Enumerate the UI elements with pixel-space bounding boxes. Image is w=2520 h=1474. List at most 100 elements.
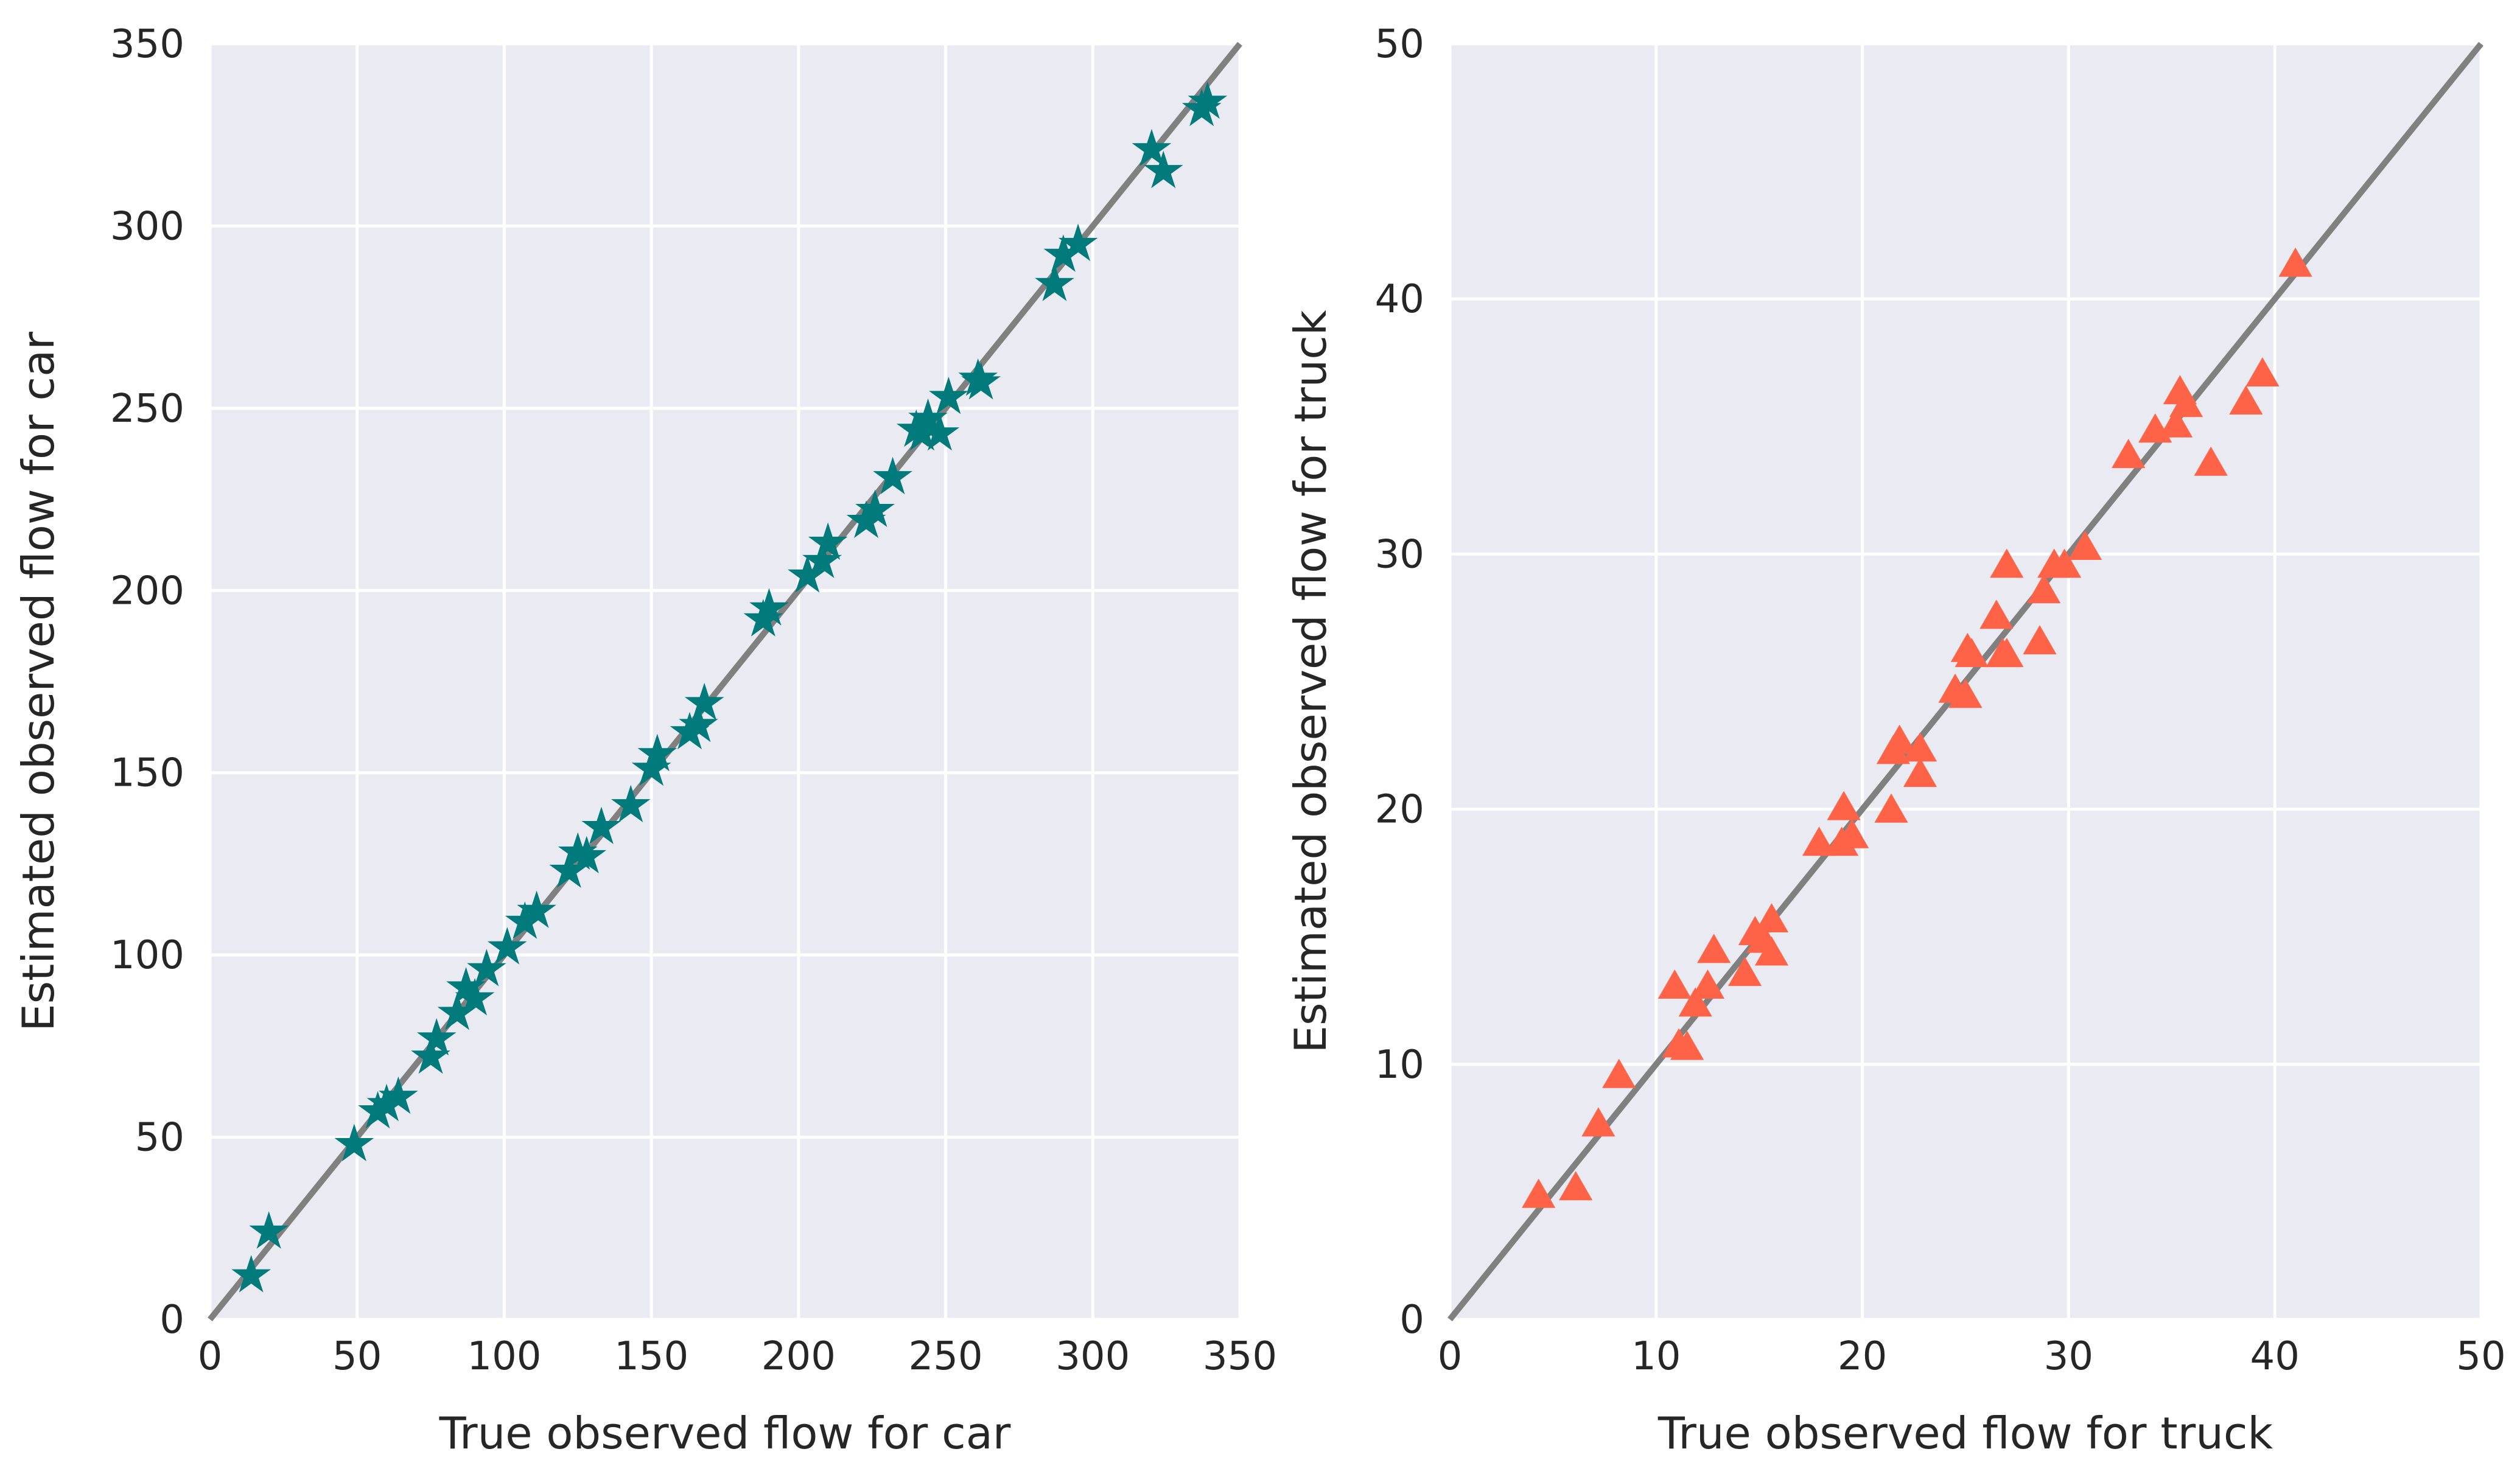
car-data-point	[437, 993, 477, 1030]
car-tick-labels: 0 50 100 150 200 250 300 350 0 50 100 150 200 250 300 3…	[110, 22, 1277, 1379]
car-data-point	[567, 836, 607, 873]
truck-x-tick-label: 30	[2044, 1334, 2093, 1379]
car-data-point	[788, 555, 827, 593]
truck-data-point	[2068, 531, 2102, 560]
truck-grid	[1448, 42, 2483, 1321]
car-markers	[231, 81, 1228, 1293]
car-data-point	[366, 1083, 407, 1122]
truck-data-point	[1874, 793, 1908, 823]
car-data-point	[1043, 234, 1083, 272]
car-x-tick-label: 300	[1055, 1334, 1130, 1379]
truck-data-point	[1990, 548, 2024, 578]
truck-data-point	[1903, 758, 1937, 788]
truck-data-point	[1955, 638, 1989, 668]
car-x-tick-label: 250	[908, 1334, 982, 1379]
truck-x-axis-label: True observed flow for truck	[1657, 1408, 2273, 1459]
car-data-point	[358, 1091, 397, 1129]
truck-data-point	[1581, 1107, 1615, 1137]
car-flow-chart: 0 50 100 150 200 250 300 350 0 50 100 150 200 250 300 3…	[13, 22, 1277, 1459]
car-data-point	[902, 413, 942, 451]
car-y-tick-label: 350	[110, 22, 184, 67]
truck-y-tick-label: 20	[1375, 788, 1424, 833]
truck-data-point	[2112, 439, 2146, 469]
truck-data-point	[1602, 1058, 1636, 1088]
car-y-tick-label: 250	[110, 386, 184, 431]
car-data-point	[802, 540, 842, 578]
car-data-point	[855, 489, 895, 527]
truck-data-point	[1754, 936, 1789, 966]
truck-data-point	[1835, 819, 1869, 848]
car-data-point	[920, 413, 960, 451]
car-data-point	[670, 711, 710, 750]
truck-y-tick-label: 30	[1375, 532, 1424, 577]
car-y-tick-label: 100	[110, 933, 184, 978]
car-x-tick-label: 200	[761, 1334, 836, 1379]
car-data-point	[908, 398, 948, 436]
truck-data-point	[1990, 638, 2024, 668]
car-data-point	[749, 588, 789, 626]
truck-y-tick-label: 40	[1375, 277, 1424, 322]
truck-data-point	[1657, 969, 1692, 999]
truck-data-point	[1690, 969, 1725, 999]
car-y-tick-label: 150	[110, 751, 184, 796]
car-y-tick-label: 200	[110, 568, 184, 613]
truck-flow-chart: 0 10 20 30 40 50 0 10 20 30 40 50 True observed flo…	[1285, 22, 2506, 1459]
car-data-point	[249, 1211, 289, 1249]
car-data-point	[411, 1036, 450, 1074]
truck-data-point	[2278, 247, 2312, 277]
car-data-point	[684, 682, 724, 721]
truck-data-point	[2169, 388, 2203, 417]
car-data-point	[679, 704, 718, 742]
truck-y-tick-label: 0	[1399, 1298, 1424, 1343]
car-data-point	[808, 522, 848, 560]
truck-y-tick-label: 50	[1375, 22, 1424, 67]
car-data-point	[1144, 150, 1183, 189]
truck-data-point	[2023, 625, 2057, 655]
truck-data-point	[2194, 446, 2228, 476]
car-data-point	[334, 1123, 374, 1162]
truck-data-point	[2229, 385, 2263, 415]
car-x-tick-label: 100	[467, 1334, 541, 1379]
car-data-point	[611, 784, 651, 823]
car-y-tick-label: 300	[110, 204, 184, 249]
truck-data-point	[1727, 957, 1762, 987]
car-x-tick-label: 350	[1203, 1334, 1277, 1379]
car-x-axis-label: True observed flow for car	[439, 1408, 1011, 1459]
car-x-tick-label: 150	[614, 1334, 688, 1379]
car-data-point	[416, 1018, 457, 1056]
car-data-point	[1132, 128, 1172, 167]
truck-data-point	[1827, 791, 1861, 820]
car-data-point	[231, 1255, 271, 1293]
car-data-point	[1058, 223, 1098, 261]
car-data-point	[379, 1076, 418, 1114]
car-data-point	[549, 850, 589, 888]
car-data-point	[517, 890, 556, 928]
truck-data-point	[2159, 408, 2193, 438]
truck-markers	[1522, 247, 2312, 1208]
truck-tick-labels: 0 10 20 30 40 50 0 10 20 30 40 50	[1375, 22, 2506, 1379]
car-x-tick-label: 50	[332, 1334, 382, 1379]
truck-x-tick-label: 20	[1838, 1334, 1887, 1379]
truck-y-axis-label: Estimated observed flow for truck	[1285, 310, 1336, 1053]
car-x-tick-label: 0	[198, 1334, 223, 1379]
car-data-point	[505, 901, 545, 939]
truck-data-point	[1979, 599, 2014, 629]
truck-data-point	[1559, 1171, 1593, 1201]
car-grid	[208, 42, 1242, 1321]
car-data-point	[487, 927, 527, 965]
truck-data-point	[1697, 934, 1731, 963]
car-y-tick-label: 50	[135, 1116, 184, 1161]
truck-x-tick-label: 0	[1438, 1334, 1463, 1379]
truck-data-point	[1754, 903, 1789, 932]
car-data-point	[1188, 81, 1228, 119]
truck-data-point	[1802, 826, 1836, 856]
car-data-point	[631, 748, 671, 786]
truck-data-point	[1903, 732, 1937, 762]
car-data-point	[467, 949, 506, 987]
car-data-point	[455, 978, 495, 1016]
car-data-point	[873, 456, 912, 495]
truck-x-tick-label: 50	[2456, 1334, 2505, 1379]
truck-x-tick-label: 40	[2250, 1334, 2299, 1379]
car-data-point	[446, 967, 486, 1005]
